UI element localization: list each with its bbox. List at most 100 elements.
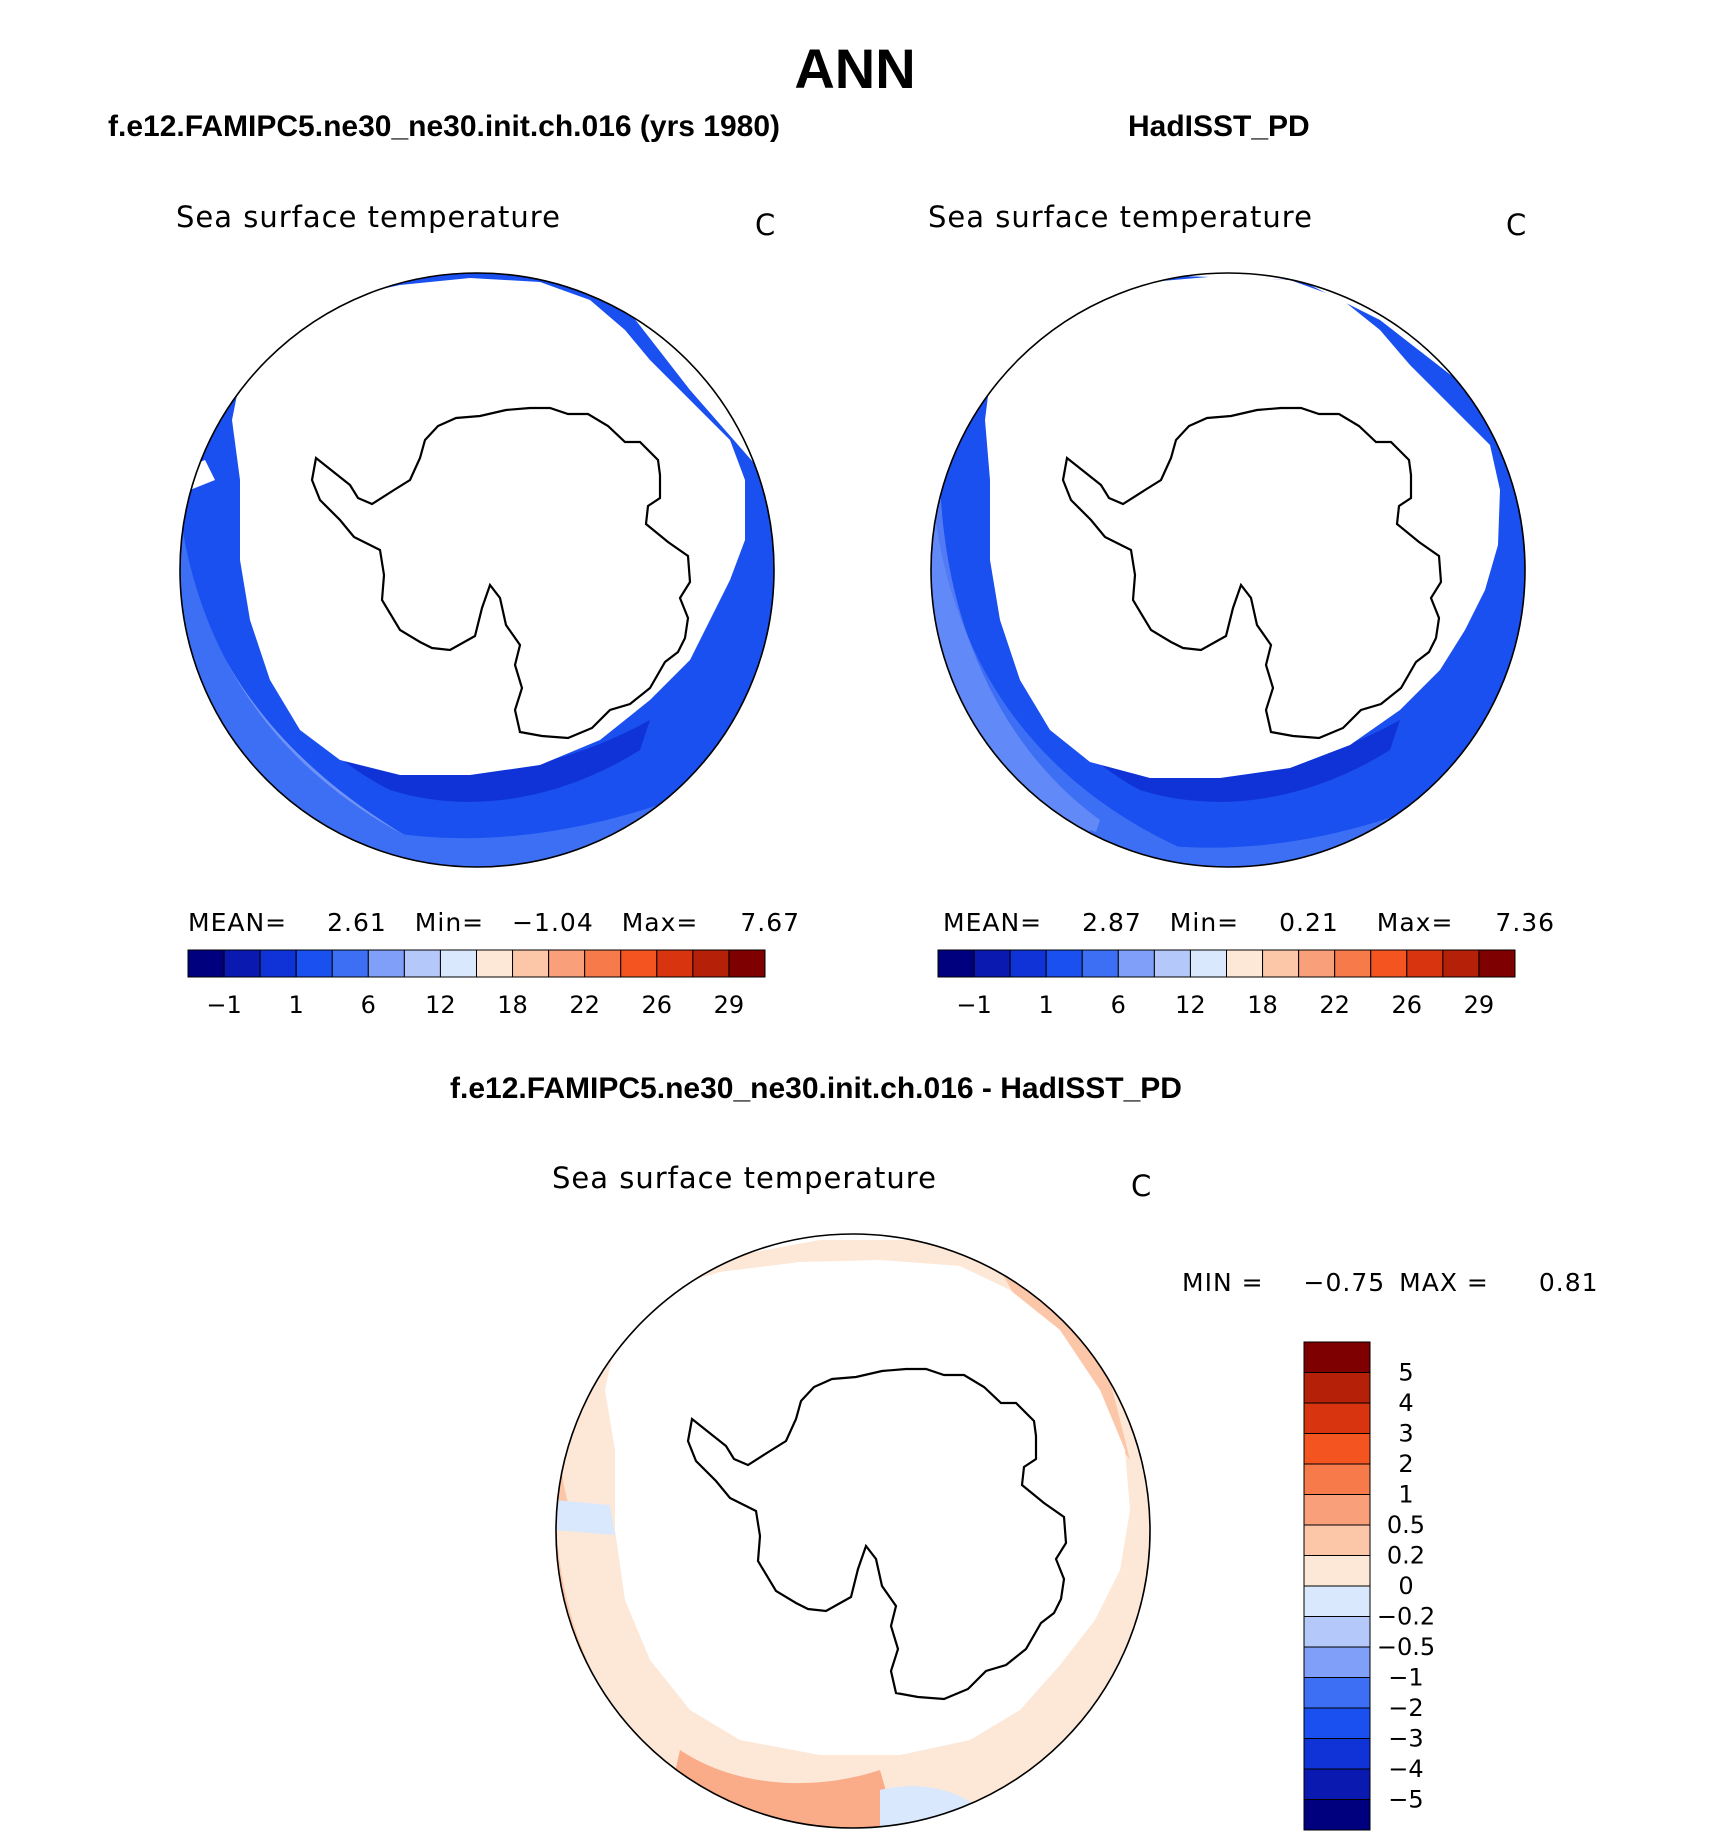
panel-2-map <box>930 272 1526 868</box>
panel-2-colorbar-tick-label: 12 <box>1175 991 1206 1019</box>
panel-1-colorbar-tick-label: 18 <box>497 991 528 1019</box>
panel-1-colorbar-tick-label: 6 <box>361 991 376 1019</box>
panel-2-variable: Sea surface temperature <box>928 200 1313 234</box>
panel-3-colorbar-swatch-13 <box>1303 1738 1371 1770</box>
panel-1-colorbar-tick-label: 1 <box>289 991 304 1019</box>
panel-1-colorbar-swatch-15 <box>728 949 766 978</box>
panel-1-colorbar-swatch-13 <box>656 949 694 978</box>
panel-3-colorbar-swatch-9 <box>1303 1616 1371 1648</box>
panel-1-map <box>179 272 775 868</box>
panel-1-colorbar-swatch-7 <box>439 949 477 978</box>
panel-2-colorbar-swatch-10 <box>1298 949 1336 978</box>
panel-2-sea-ice <box>985 276 1500 778</box>
panel-1-colorbar-tick-label: 29 <box>714 991 745 1019</box>
panel-3-colorbar-tick-label: 5 <box>1398 1359 1413 1387</box>
panel-3-sea-ice <box>605 1260 1130 1755</box>
panel-1-colorbar-tick-label: −1 <box>206 991 241 1019</box>
panel-3-colorbar-swatch-14 <box>1303 1768 1371 1800</box>
panel-3-colorbar-tick-label: −0.5 <box>1377 1633 1435 1661</box>
panel-2-colorbar-swatch-6 <box>1153 949 1191 978</box>
panel-3-colorbar-swatch-5 <box>1303 1494 1371 1526</box>
panel-2-colorbar-tick-label: 1 <box>1039 991 1054 1019</box>
panel-2-colorbar-swatch-5 <box>1117 949 1155 978</box>
panel-3-colorbar-tick-label: −5 <box>1388 1786 1423 1814</box>
panel-3-colorbar-tick-label: 0.5 <box>1387 1511 1425 1539</box>
panel-3-title: f.e12.FAMIPC5.ne30_ne30.init.ch.016 - Ha… <box>450 1072 1182 1105</box>
panel-1-sea-ice <box>232 278 745 775</box>
panel-3-colorbar-swatch-15 <box>1303 1799 1371 1831</box>
panel-1-colorbar-swatch-2 <box>259 949 297 978</box>
panel-3-colorbar-swatch-7 <box>1303 1555 1371 1587</box>
panel-3-cold-patch-west <box>556 1500 615 1535</box>
panel-2-colorbar-swatch-13 <box>1406 949 1444 978</box>
panel-2-colorbar-tick-label: 6 <box>1111 991 1126 1019</box>
panel-1-colorbar-swatch-9 <box>512 949 550 978</box>
panel-2-colorbar-swatch-4 <box>1081 949 1119 978</box>
panel-3-variable: Sea surface temperature <box>552 1161 937 1195</box>
panel-2-colorbar-swatch-8 <box>1226 949 1264 978</box>
panel-3-colorbar-tick-label: 1 <box>1398 1481 1413 1509</box>
panel-1-colorbar-swatch-8 <box>476 949 514 978</box>
panel-3-colorbar-swatch-2 <box>1303 1402 1371 1434</box>
panel-2-colorbar-swatch-3 <box>1045 949 1083 978</box>
panel-3-stats: MIN = −0.75 MAX = 0.81 <box>1182 1268 1599 1297</box>
panel-3-map <box>555 1233 1151 1829</box>
panel-2-stats: MEAN= 2.87 Min= 0.21 Max= 7.36 <box>943 908 1556 937</box>
panel-3-colorbar-tick-label: −2 <box>1388 1694 1423 1722</box>
panel-1-colorbar-swatch-0 <box>187 949 225 978</box>
panel-1-colorbar-swatch-11 <box>584 949 622 978</box>
panel-1-colorbar-tick-label: 12 <box>425 991 456 1019</box>
panel-2-colorbar-tick-label: 22 <box>1319 991 1350 1019</box>
panel-3-colorbar-swatch-12 <box>1303 1707 1371 1739</box>
panel-2-colorbar-tick-label: −1 <box>956 991 991 1019</box>
panel-2-colorbar-tick-label: 29 <box>1464 991 1495 1019</box>
panel-1-title: f.e12.FAMIPC5.ne30_ne30.init.ch.016 (yrs… <box>108 110 780 143</box>
panel-3-units: C <box>1131 1169 1153 1203</box>
panel-2-colorbar-tick-label: 26 <box>1392 991 1423 1019</box>
panel-2-colorbar-swatch-12 <box>1370 949 1408 978</box>
panel-3-colorbar-swatch-6 <box>1303 1524 1371 1556</box>
panel-1-colorbar: −1 1 6 12 18 22 26 29 <box>187 949 766 1019</box>
panel-2-colorbar-swatch-9 <box>1262 949 1300 978</box>
panel-3-colorbar-tick-label: 4 <box>1398 1389 1413 1417</box>
panel-1-colorbar-swatch-6 <box>403 949 441 978</box>
panel-3-colorbar-swatch-10 <box>1303 1646 1371 1678</box>
panel-2-colorbar-swatch-2 <box>1009 949 1047 978</box>
panel-1-colorbar-swatch-12 <box>620 949 658 978</box>
panel-1-colorbar-tick-label: 26 <box>642 991 673 1019</box>
panel-3-colorbar-tick-label: 3 <box>1398 1420 1413 1448</box>
panel-1-colorbar-swatch-3 <box>295 949 333 978</box>
panel-2-units: C <box>1506 208 1528 242</box>
panel-3-colorbar-tick-label: 0 <box>1398 1572 1413 1600</box>
panel-1-colorbar-tick-label: 22 <box>569 991 600 1019</box>
panel-3-colorbar-swatch-4 <box>1303 1463 1371 1495</box>
panel-1-colorbar-swatch-10 <box>548 949 586 978</box>
panel-1-colorbar-swatch-4 <box>331 949 369 978</box>
panel-3-colorbar-tick-label: −1 <box>1388 1664 1423 1692</box>
panel-1-colorbar-swatch-1 <box>223 949 261 978</box>
main-title: ANN <box>794 37 916 100</box>
panel-2-colorbar-swatch-15 <box>1478 949 1516 978</box>
panel-2-colorbar-swatch-7 <box>1189 949 1227 978</box>
panel-2-colorbar-swatch-1 <box>973 949 1011 978</box>
panel-3-colorbar-tick-label: −0.2 <box>1377 1603 1435 1631</box>
panel-3-colorbar-swatch-1 <box>1303 1372 1371 1404</box>
panel-2-colorbar-swatch-14 <box>1442 949 1480 978</box>
panel-2-title: HadISST_PD <box>1128 110 1310 143</box>
panel-1-colorbar-swatch-5 <box>367 949 405 978</box>
panel-2-colorbar-tick-label: 18 <box>1247 991 1278 1019</box>
panel-3-colorbar-tick-label: 0.2 <box>1387 1542 1425 1570</box>
panel-2-colorbar-swatch-11 <box>1334 949 1372 978</box>
panel-3-colorbar-swatch-11 <box>1303 1677 1371 1709</box>
panel-1-units: C <box>755 208 777 242</box>
panel-3-colorbar-swatch-0 <box>1303 1341 1371 1373</box>
panel-3-colorbar-tick-label: 2 <box>1398 1450 1413 1478</box>
panel-3-colorbar-swatch-8 <box>1303 1585 1371 1617</box>
panel-1-variable: Sea surface temperature <box>176 200 561 234</box>
panel-3-colorbar: 54 32 10.5 0.20 −0.2−0.5 −1−2 −3−4 −5 <box>1303 1341 1435 1831</box>
panel-3-colorbar-tick-label: −3 <box>1388 1725 1423 1753</box>
panel-1-colorbar-swatch-14 <box>692 949 730 978</box>
panel-3-colorbar-swatch-3 <box>1303 1433 1371 1465</box>
panel-1-stats: MEAN= 2.61 Min= −1.04 Max= 7.67 <box>188 908 801 937</box>
